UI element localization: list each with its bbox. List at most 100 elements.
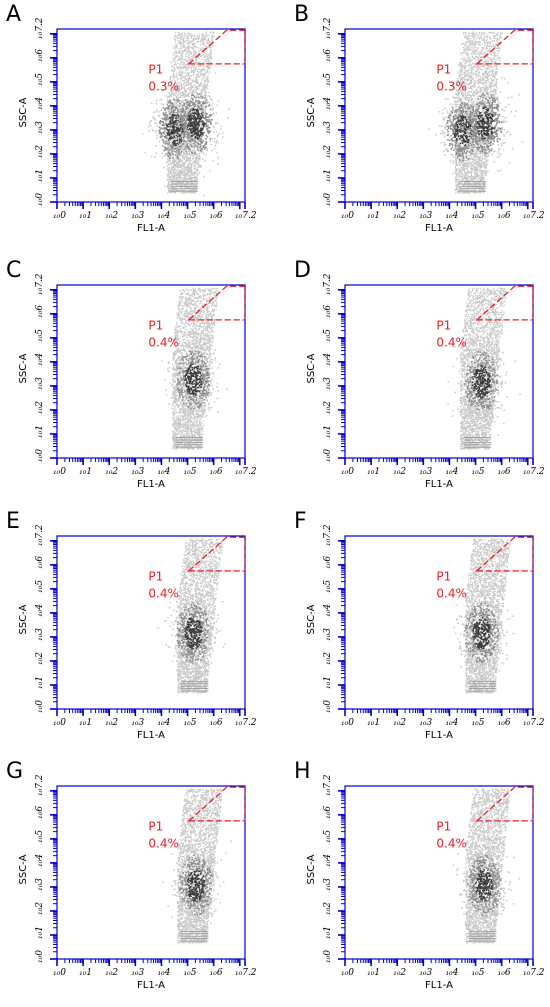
event-dot (211, 54, 212, 55)
event-dot (167, 186, 168, 187)
event-dot (149, 121, 151, 123)
event-dot (192, 43, 193, 44)
event-dot (197, 74, 198, 75)
event-dot (205, 59, 206, 60)
event-dot (191, 58, 192, 59)
event-dot (194, 126, 196, 128)
event-dot (180, 33, 181, 34)
event-dot (188, 67, 189, 68)
event-dot (214, 148, 216, 150)
event-dot (181, 92, 182, 93)
event-dot (183, 44, 184, 45)
event-dot (463, 145, 464, 146)
event-dot (191, 72, 192, 73)
event-dot (480, 45, 481, 46)
event-dot (203, 176, 205, 178)
event-dot (168, 122, 170, 124)
event-dot (204, 75, 205, 76)
event-dot (181, 134, 183, 136)
event-dot (216, 152, 218, 154)
event-dot (169, 154, 171, 156)
event-dot (209, 132, 211, 134)
event-dot (175, 161, 176, 162)
event-dot (458, 72, 459, 73)
event-dot (171, 66, 172, 67)
event-dot (167, 114, 169, 116)
event-dot (179, 84, 180, 85)
event-dot (205, 91, 206, 92)
event-dot (192, 134, 194, 136)
event-dot (190, 120, 192, 122)
event-dot (168, 178, 169, 179)
event-dot (194, 66, 195, 67)
event-dot (181, 115, 183, 117)
event-dot (176, 130, 178, 132)
event-dot (201, 106, 203, 108)
event-dot (199, 165, 201, 167)
event-dot (171, 173, 172, 174)
event-dot (188, 65, 189, 66)
event-dot (464, 35, 465, 36)
event-dot (168, 175, 169, 176)
event-dot (207, 80, 208, 81)
event-dot (176, 137, 178, 139)
event-dot (180, 102, 181, 103)
event-dot (189, 128, 191, 129)
event-dot (204, 62, 205, 63)
event-dot (204, 35, 205, 36)
event-dot (189, 167, 190, 168)
event-dot (163, 112, 165, 114)
event-dot (206, 149, 208, 151)
event-dot (190, 78, 191, 79)
event-dot (156, 110, 158, 112)
event-dot (173, 52, 174, 53)
event-dot (180, 71, 181, 72)
event-dot (183, 102, 185, 104)
event-dot (163, 122, 165, 124)
event-dot (213, 127, 215, 129)
event-dot (197, 102, 199, 104)
event-dot (168, 96, 170, 98)
event-dot (202, 84, 203, 85)
event-dot (187, 101, 189, 103)
event-dot (178, 149, 180, 151)
event-dot (473, 89, 474, 90)
event-dot (177, 155, 179, 157)
event-dot (191, 85, 192, 86)
event-dot (185, 72, 186, 73)
event-dot (176, 152, 178, 154)
event-dot (197, 169, 198, 170)
event-dot (184, 38, 185, 39)
event-dot (170, 158, 172, 160)
event-dot (199, 141, 200, 142)
event-dot (207, 41, 208, 42)
event-dot (200, 141, 202, 143)
event-dot (471, 55, 472, 56)
event-dot (154, 119, 156, 121)
event-dot (175, 46, 176, 47)
event-dot (216, 140, 218, 142)
event-dot (203, 73, 204, 74)
event-dot (165, 107, 167, 109)
event-dot (169, 142, 171, 144)
event-dot (174, 168, 175, 169)
event-dot (186, 33, 187, 34)
event-dot (169, 119, 171, 121)
event-dot (467, 87, 468, 88)
event-dot (181, 173, 182, 174)
event-dot (201, 121, 203, 123)
event-dot (213, 132, 215, 134)
event-dot (199, 172, 201, 174)
event-dot (182, 158, 183, 159)
event-dot (181, 95, 183, 97)
event-dot (159, 127, 161, 129)
event-dot (176, 75, 177, 76)
event-dot (193, 72, 194, 73)
event-dot (157, 126, 159, 128)
event-dot (202, 86, 203, 87)
event-dot (188, 40, 189, 41)
event-dot (210, 50, 211, 51)
event-dot (193, 67, 194, 68)
event-dot (211, 58, 212, 59)
event-dot (189, 57, 190, 58)
